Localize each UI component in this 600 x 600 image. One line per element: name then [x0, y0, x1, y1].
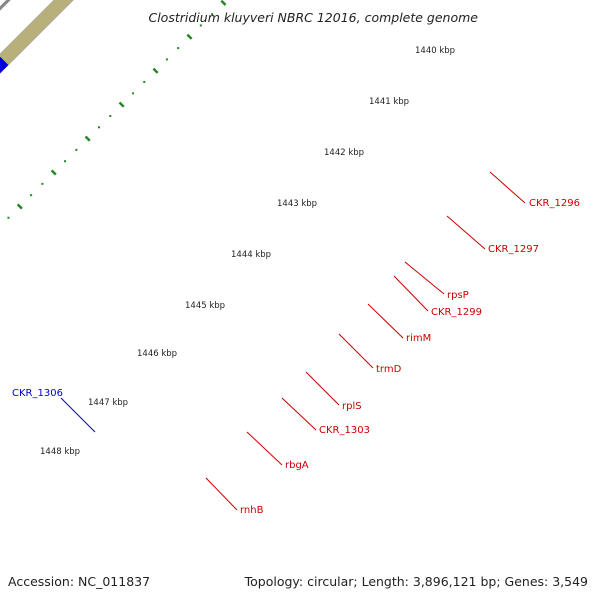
inner-tick-dot — [64, 160, 67, 163]
leader-line — [281, 397, 317, 431]
kbp-tick-label: 1441 kbp — [369, 97, 409, 107]
inner-tick-dot-major — [220, 0, 227, 6]
kbp-tick-label: 1443 kbp — [277, 199, 317, 209]
inner-tick-dot-major — [84, 135, 91, 142]
inner-tick-dot — [109, 114, 112, 117]
leader-line — [246, 431, 283, 466]
kbp-tick-label: 1446 kbp — [137, 349, 177, 359]
inner-tick-dot-major — [152, 67, 159, 74]
gene-label: rbgA — [285, 460, 309, 471]
inner-tick-dot — [75, 148, 78, 151]
leader-line — [60, 397, 96, 433]
leader-line — [404, 261, 445, 295]
inner-tick-dot — [211, 13, 214, 16]
inner-tick-dot — [143, 81, 146, 84]
kbp-tick-label: 1442 kbp — [324, 148, 364, 158]
kbp-tick-label: 1445 kbp — [185, 301, 225, 311]
leader-line — [367, 303, 404, 339]
kbp-tick-label: 1440 kbp — [415, 46, 455, 56]
inner-tick-dot-major — [118, 101, 125, 108]
inner-tick-dot — [177, 47, 180, 50]
leader-line — [393, 275, 429, 312]
kbp-tick-labels: 1440 kbp 1441 kbp 1442 kbp 1443 kbp 1444 kbp… — [40, 46, 455, 457]
inner-tick-dot — [30, 194, 33, 197]
kbp-tick-label: 1448 kbp — [40, 447, 80, 457]
leader-line — [305, 371, 340, 406]
gene-label: rpsP — [447, 290, 469, 301]
gene-label: CKR_1306 — [12, 388, 63, 399]
leader-line — [489, 171, 526, 204]
inner-tick-dot — [165, 58, 168, 61]
leader-line — [338, 333, 374, 369]
inner-tick-dot — [131, 92, 134, 95]
inner-tick-dot-major — [50, 169, 57, 176]
genome-stats-text: Topology: circular; Length: 3,896,121 bp… — [244, 574, 588, 589]
kbp-tick-label: 1447 kbp — [88, 398, 128, 408]
inner-tick-dot — [41, 182, 44, 185]
kbp-tick-label: 1444 kbp — [231, 250, 271, 260]
gene-label: trmD — [376, 364, 402, 375]
gene-label: CKR_1297 — [488, 244, 539, 255]
accession-text: Accession: NC_011837 — [8, 574, 151, 589]
tick-dot-ring — [7, 0, 227, 219]
leader-line — [205, 477, 238, 511]
map-title: Clostridium kluyveri NBRC 12016, complet… — [148, 10, 478, 25]
gene-label: rimM — [406, 333, 431, 344]
inner-tick-dot — [97, 126, 100, 129]
leader-line — [446, 215, 486, 250]
gene-label: CKR_1303 — [319, 425, 370, 436]
gene-label: rnhB — [240, 505, 264, 516]
gene-labels: CKR_1296 CKR_1297 rpsP CKR_1299 rimM trmD rplS… — [12, 198, 580, 516]
inner-tick-dot-major — [186, 33, 193, 40]
inner-tick-dot — [7, 216, 10, 219]
inner-tick-dot — [199, 24, 202, 27]
gene-label: CKR_1299 — [431, 307, 482, 318]
label-leader-lines — [60, 171, 526, 511]
feature-track — [0, 0, 74, 74]
gene-label: rplS — [342, 401, 362, 412]
gene-label: CKR_1296 — [529, 198, 580, 209]
inner-tick-dot-major — [16, 203, 23, 210]
cog-olive-block — [0, 0, 74, 66]
